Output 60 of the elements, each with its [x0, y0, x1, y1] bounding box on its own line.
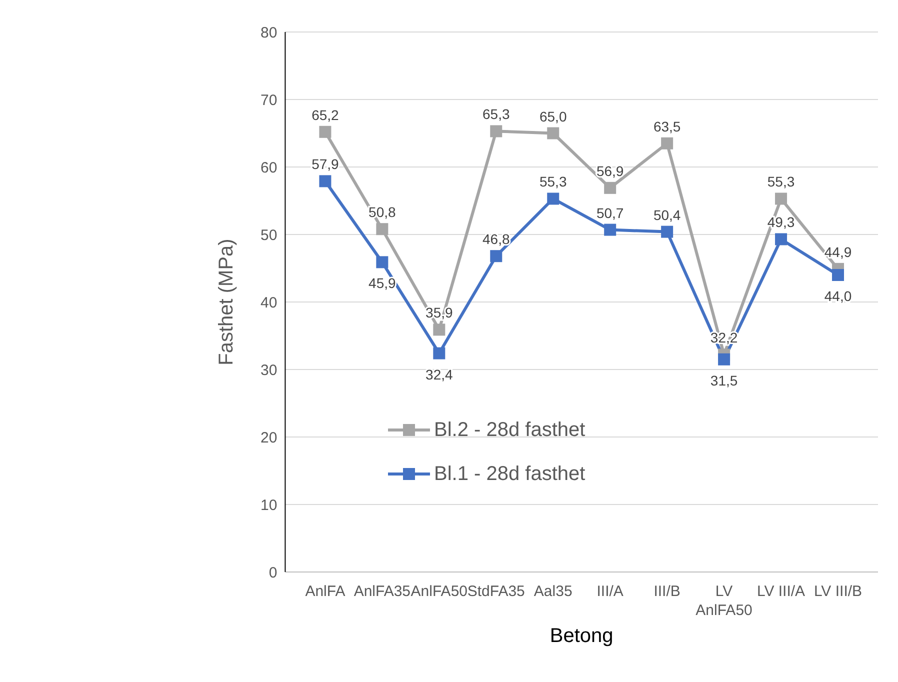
point	[376, 223, 388, 236]
data-label: 44,9	[824, 244, 852, 260]
y-tick-label: 60	[260, 159, 278, 176]
y-tick-label: 30	[260, 362, 278, 379]
point	[433, 347, 446, 360]
data-label: 65,3	[482, 106, 510, 122]
point	[490, 250, 502, 262]
x-tick-label: LV AnlFA50	[696, 583, 752, 619]
y-tick-label: 70	[260, 92, 278, 109]
x-tick-label: StdFA35	[467, 583, 525, 600]
x-tick-label: AnlFA50	[410, 583, 468, 600]
data-label: 63,5	[653, 118, 681, 134]
x-tick-label: AnlFA35	[354, 583, 411, 600]
data-label: 50,8	[368, 204, 396, 220]
data-label: 65,2	[312, 106, 340, 123]
y-tick-label: 0	[268, 564, 278, 582]
y-axis-title: Fasthet (MPa)	[215, 238, 238, 366]
data-label: 49,3	[767, 214, 795, 230]
y-tick-label: 40	[260, 294, 278, 312]
point	[661, 137, 674, 150]
point	[490, 125, 502, 138]
data-label: 50,7	[596, 204, 624, 221]
point	[433, 324, 446, 336]
point	[547, 127, 560, 140]
point	[775, 192, 788, 205]
data-label: 32,4	[426, 366, 453, 382]
y-tick-label: 20	[260, 429, 278, 446]
x-axis-title: Betong	[550, 625, 614, 647]
data-label: 57,9	[312, 156, 340, 172]
y-tick-label: 10	[260, 496, 278, 514]
y-tick-label: 80	[260, 24, 278, 42]
point	[547, 192, 560, 205]
point	[319, 126, 332, 138]
x-tick-label: III/B	[654, 583, 680, 600]
point	[661, 226, 674, 238]
x-tick-label: III/A	[596, 583, 624, 600]
x-tick-label: AnlFA	[305, 583, 346, 600]
x-tick-label: LV III/A	[756, 583, 806, 600]
point	[319, 175, 332, 188]
data-label: 45,9	[368, 275, 396, 292]
x-tick-label: LV III/B	[814, 583, 862, 600]
x-tick-label: Aal35	[534, 583, 572, 600]
data-label: 44,0	[824, 288, 852, 304]
data-label: 50,4	[653, 206, 681, 223]
data-label: 31,5	[710, 372, 738, 388]
y-tick-label: 50	[260, 226, 278, 244]
data-label: 55,3	[539, 174, 567, 190]
point	[775, 233, 788, 246]
data-label: 46,8	[482, 231, 510, 248]
point	[604, 224, 616, 236]
data-label: 35,9	[426, 304, 453, 321]
data-label: 55,3	[767, 174, 795, 190]
point	[832, 269, 844, 281]
legend-label: Bl.1 - 28d fasthet	[434, 462, 586, 486]
point	[604, 182, 616, 194]
point	[718, 353, 730, 366]
data-label: 56,9	[596, 162, 624, 179]
legend-label: Bl.2 - 28d fasthet	[434, 418, 586, 442]
point	[376, 256, 388, 268]
data-label: 65,0	[539, 108, 567, 124]
